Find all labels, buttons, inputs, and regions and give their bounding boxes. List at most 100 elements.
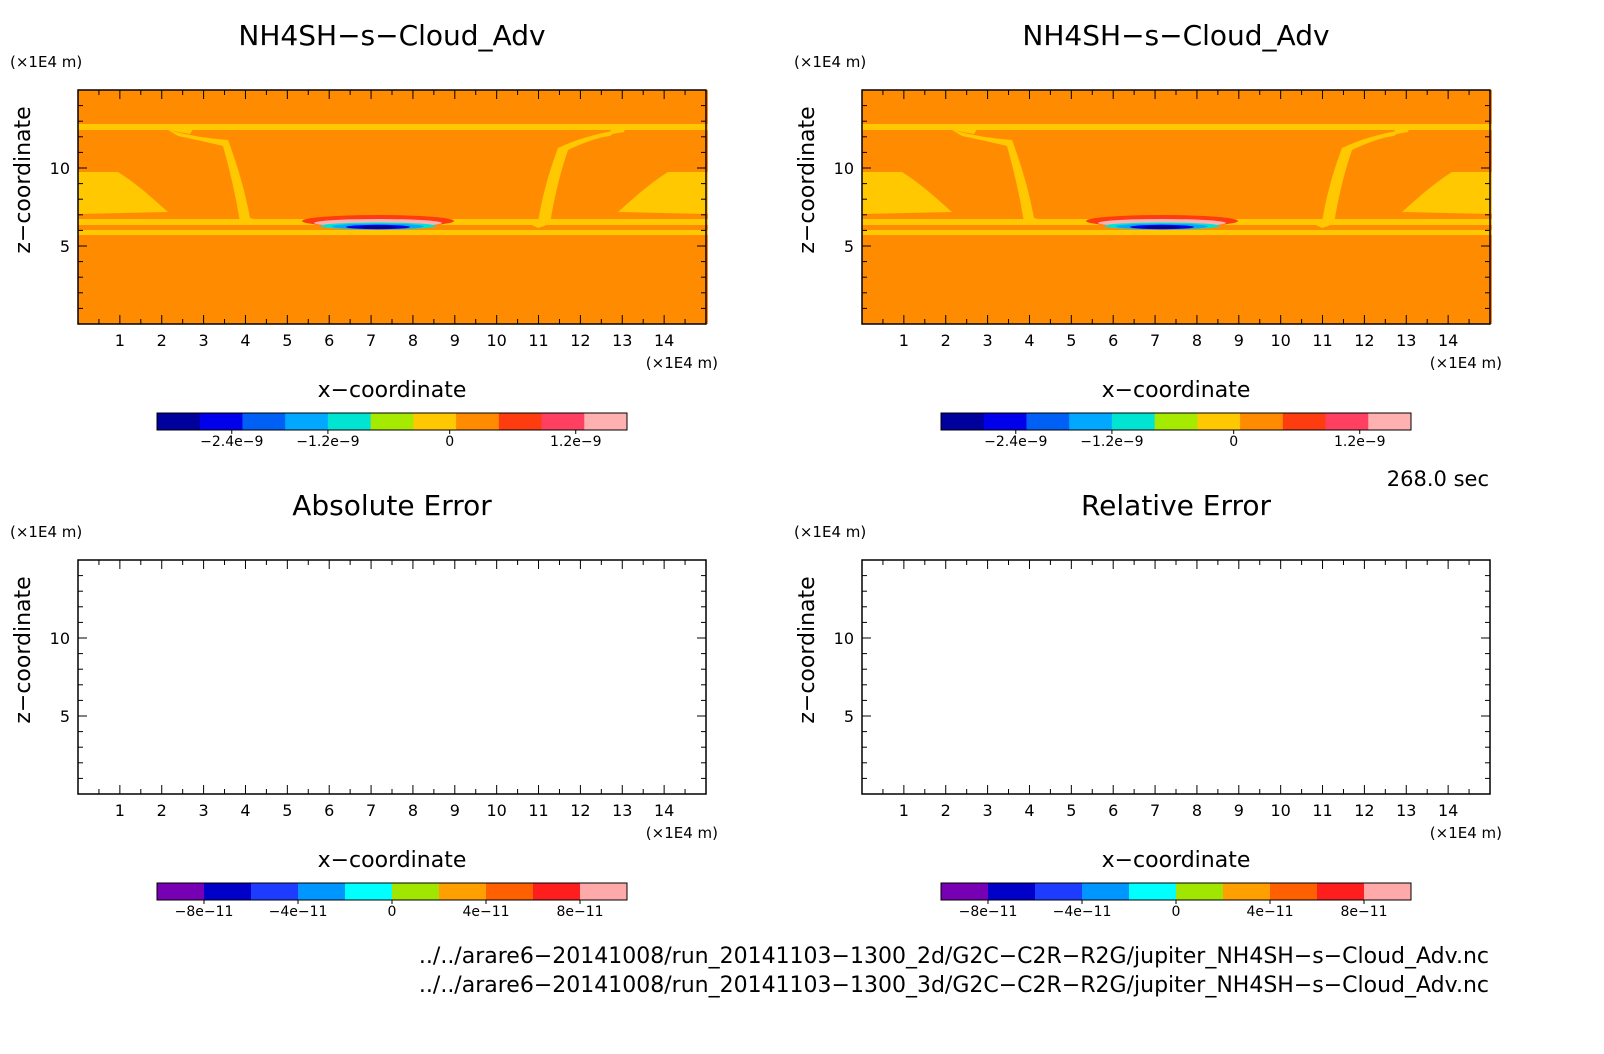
x-tick-label: 1 [115,331,125,350]
colorbar-swatch [1317,883,1365,900]
file-path-2d: ../../arare6−20141008/run_20141103−1300_… [419,944,1489,969]
colorbar-swatch [298,883,346,900]
colorbar-swatch [157,883,205,900]
colorbar-label: −8e−11 [959,904,1018,920]
x-tick-label: 10 [486,331,506,350]
colorbar-frame [156,412,628,431]
colorbar-swatch [1026,413,1070,430]
x-tick-label: 3 [983,331,993,350]
colorbar-frame [940,412,1412,431]
x-tick-label: 3 [983,801,993,820]
colorbar-swatch [1069,413,1113,430]
y-axis-label: z−coordinate [11,106,36,253]
colorbar-label: 4e−11 [462,904,509,920]
x-tick-label: 2 [157,801,167,820]
x-unit-label: (×1E4 m) [646,824,718,842]
x-tick-label: 7 [366,331,376,350]
x-tick-label: 9 [1234,331,1244,350]
x-tick-label: 14 [1438,331,1458,350]
x-tick-label: 11 [1312,801,1332,820]
x-tick-label: 9 [450,331,460,350]
colorbar-swatch [498,413,543,430]
x-tick-label: 1 [899,801,909,820]
colorbar-swatch [941,883,989,900]
y-unit-label: (×1E4 m) [794,523,866,541]
colorbar-label: 8e−11 [1340,904,1387,920]
y-tick-label: 5 [60,237,70,256]
colorbar: −8e−11 −4e−11 0 4e−11 8e−11 [940,882,1412,920]
y-tick-label: 10 [50,159,70,178]
colorbar-label: 4e−11 [1246,904,1293,920]
colorbar-swatch [1129,883,1177,900]
x-tick-label: 5 [282,331,292,350]
x-tick-label: 11 [528,331,548,350]
colorbar-label: 0 [388,904,397,920]
x-tick-label: 6 [324,801,334,820]
colorbar-swatch [486,883,534,900]
x-tick-label: 9 [450,801,460,820]
chart-title: NH4SH−s−Cloud_Adv [1022,19,1329,52]
colorbar-swatch [251,883,299,900]
x-tick-label: 10 [1270,801,1290,820]
colorbar-swatch [1282,413,1327,430]
x-tick-label: 6 [1108,801,1118,820]
colorbar-label: 1.2e−9 [550,434,602,450]
panel-top-right: NH4SH−s−Cloud_Adv(×1E4 m)1 2 3 4 5 6 7 8 9 10 11 12… [794,19,1502,450]
x-tick-label: 7 [1150,331,1160,350]
colorbar-label: 0 [1172,904,1181,920]
x-tick-label: 2 [941,801,951,820]
plot-area [861,89,1492,325]
x-tick-label: 3 [199,801,209,820]
x-tick-label: 8 [408,331,418,350]
colorbar-swatch [345,883,393,900]
colorbar-label: 0 [1229,434,1238,450]
chart-title: NH4SH−s−Cloud_Adv [238,19,545,52]
empty-field [862,560,1490,794]
time-label: 268.0 sec [1387,467,1489,491]
colorbar-swatch [1197,413,1241,430]
x-tick-label: 5 [282,801,292,820]
colorbar-label: −2.4e−9 [984,434,1047,450]
colorbar-label: 0 [445,434,454,450]
colorbar-swatch [1368,413,1412,430]
colorbar-label: −1.2e−9 [296,434,359,450]
x-tick-label: 13 [612,801,632,820]
contour-field [862,90,1492,324]
y-unit-label: (×1E4 m) [10,523,82,541]
panel-bottom-left: Absolute Error(×1E4 m)1 2 3 4 5 6 7 8 9 10 11 12 13 1… [10,489,718,920]
x-tick-label: 4 [240,801,250,820]
colorbar-swatch [1111,413,1156,430]
colorbar-swatch [983,413,1027,430]
colorbar-swatch [584,413,628,430]
y-tick-label: 5 [60,707,70,726]
y-tick-label: 10 [50,629,70,648]
x-tick-label: 8 [1192,331,1202,350]
y-tick-label: 5 [844,237,854,256]
y-axis-label: z−coordinate [795,576,820,723]
colorbar-swatch [580,883,628,900]
colorbar-label: 8e−11 [556,904,603,920]
colorbar-swatch [1035,883,1083,900]
x-tick-label: 13 [612,331,632,350]
contour-field [78,90,708,324]
colorbar-label: −4e−11 [269,904,328,920]
y-unit-label: (×1E4 m) [10,53,82,71]
x-tick-label: 13 [1396,801,1416,820]
colorbar-swatch [242,413,286,430]
y-tick-label: 10 [834,629,854,648]
x-tick-label: 12 [1354,331,1374,350]
y-axis-label: z−coordinate [11,576,36,723]
x-tick-label: 4 [1024,331,1034,350]
x-unit-label: (×1E4 m) [1430,354,1502,372]
x-tick-label: 8 [408,801,418,820]
x-tick-label: 1 [899,331,909,350]
y-tick-label: 10 [834,159,854,178]
colorbar-swatch [413,413,457,430]
plot-area [861,559,1491,795]
colorbar-swatch [285,413,329,430]
colorbar-label: −1.2e−9 [1080,434,1143,450]
x-tick-label: 1 [115,801,125,820]
x-tick-label: 3 [199,331,209,350]
colorbar-label: −4e−11 [1053,904,1112,920]
colorbar-swatch [199,413,243,430]
